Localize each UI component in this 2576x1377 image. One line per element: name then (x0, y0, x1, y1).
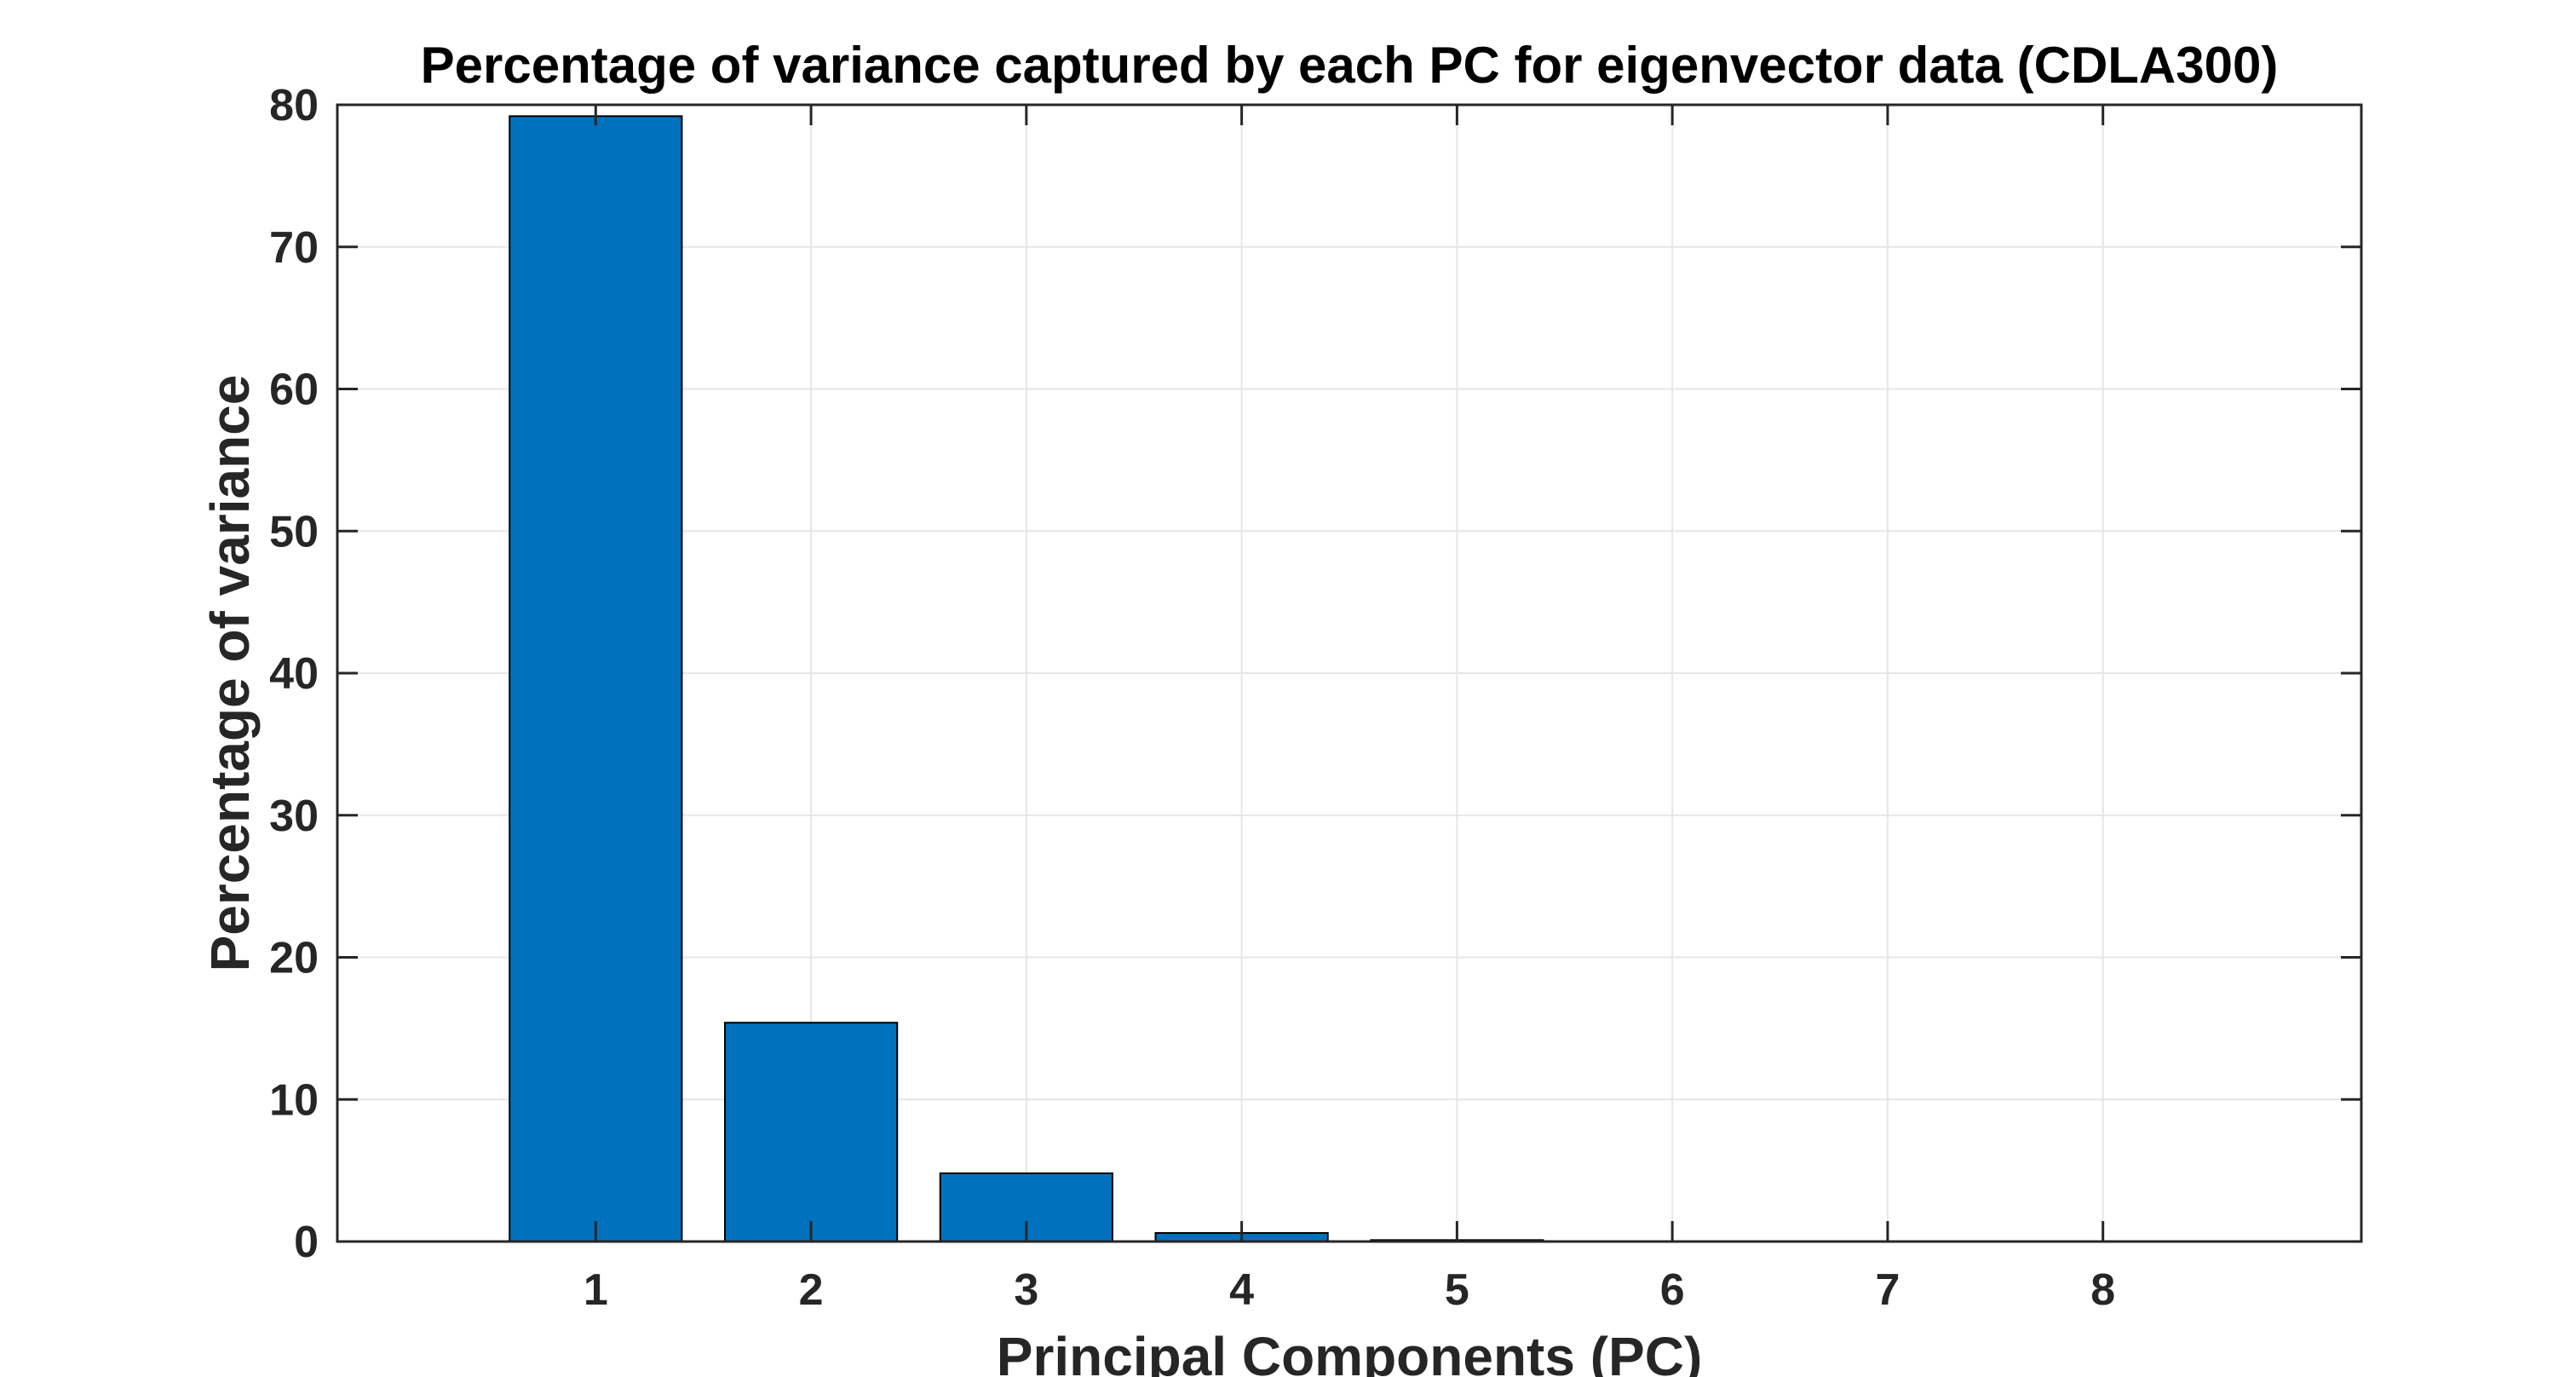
x-tick-label: 7 (1875, 1265, 1900, 1315)
bars (509, 115, 1544, 1243)
y-tick-label: 20 (269, 934, 319, 983)
y-tick-label: 50 (269, 507, 319, 556)
x-tick-label: 8 (2090, 1265, 2115, 1315)
x-tick-label: 2 (799, 1265, 824, 1315)
x-tick-label: 3 (1014, 1265, 1038, 1315)
y-tick-label: 80 (269, 81, 319, 130)
y-tick-label: 70 (269, 223, 319, 273)
x-tick-label: 5 (1445, 1265, 1469, 1315)
chart-title: Percentage of variance captured by each … (421, 37, 2279, 94)
tick-labels: 0 10 20 30 40 50 60 70 80 1 2 3 4 5 6 7 8 (269, 81, 2115, 1315)
y-tick-label: 60 (269, 366, 319, 415)
y-axis-label: Percentage of variance (199, 375, 261, 972)
x-tick-label: 4 (1229, 1265, 1254, 1315)
y-tick-label: 40 (269, 649, 319, 699)
bar-pc-2 (723, 1022, 899, 1242)
x-tick-label: 1 (584, 1265, 608, 1315)
y-tick-label: 0 (294, 1218, 319, 1267)
x-axis-label: Principal Components (PC) (997, 1326, 1703, 1377)
tick-marks (337, 103, 2361, 1243)
y-tick-label: 10 (269, 1075, 319, 1125)
x-tick-label: 6 (1660, 1265, 1685, 1315)
y-tick-label: 30 (269, 792, 319, 841)
bar-pc-1 (509, 115, 683, 1243)
